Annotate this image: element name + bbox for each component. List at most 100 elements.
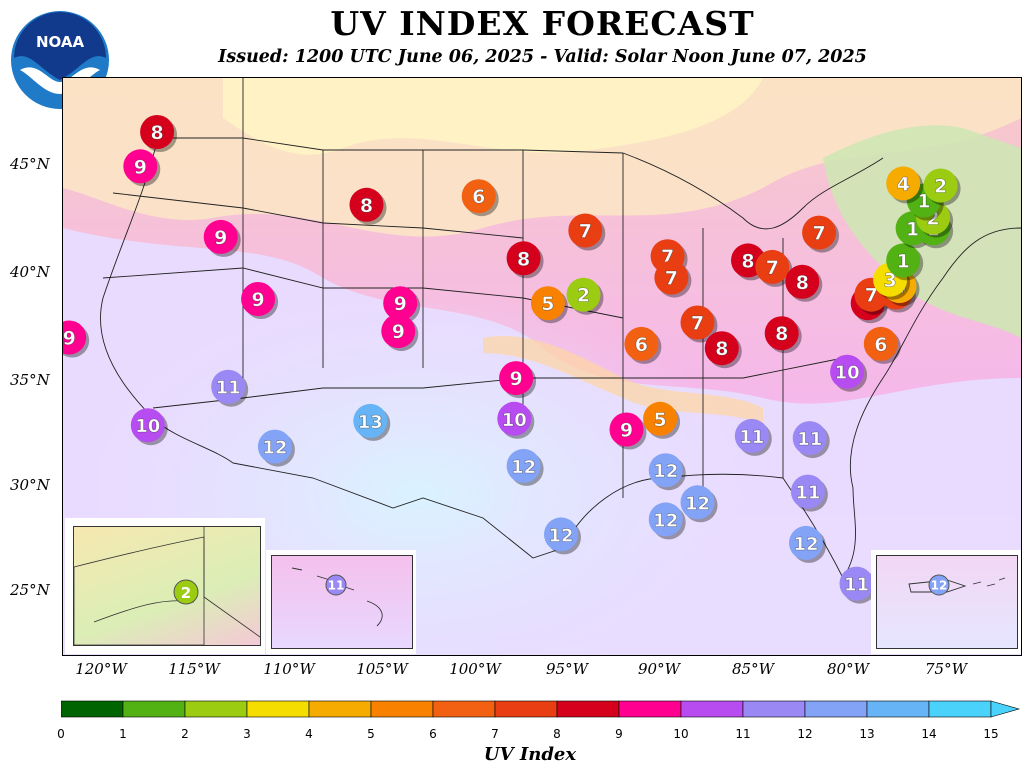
uv-station-marker: 5 bbox=[530, 286, 568, 324]
uv-station-value: 8 bbox=[517, 248, 530, 270]
uv-station-marker: 7 bbox=[568, 213, 606, 251]
colorbar-tick-label: 8 bbox=[553, 727, 561, 741]
uv-station-value: 10 bbox=[835, 363, 860, 384]
uv-station-value: 11 bbox=[216, 378, 241, 399]
uv-station-marker-dot bbox=[790, 474, 825, 509]
uv-station-marker: 9 bbox=[203, 219, 241, 257]
uv-station-value: 4 bbox=[897, 173, 910, 195]
uv-station-marker-dot bbox=[499, 361, 534, 396]
uv-station-marker: 9 bbox=[609, 412, 647, 450]
uv-station-marker-dot bbox=[830, 354, 865, 389]
uv-station-marker-dot bbox=[544, 517, 578, 552]
uv-station-value: 12 bbox=[548, 525, 573, 546]
uv-station-marker: 10 bbox=[830, 354, 868, 392]
uv-station-marker-dot bbox=[789, 525, 823, 560]
uv-station-marker: 8 bbox=[349, 187, 387, 225]
uv-station-marker-dot bbox=[130, 408, 165, 443]
uv-station-marker: 1 bbox=[886, 243, 924, 281]
uv-station-value: 7 bbox=[812, 223, 825, 245]
lat-label-25: 25°N bbox=[10, 581, 50, 599]
uv-station-value: 13 bbox=[358, 412, 383, 433]
uv-station-value: 8 bbox=[150, 122, 163, 144]
colorbar-segment bbox=[432, 700, 496, 718]
hawaii-inset: 11 bbox=[266, 550, 416, 654]
lat-label-45: 45°N bbox=[10, 155, 50, 173]
uv-station-marker-dot bbox=[241, 282, 276, 316]
page-title: UV INDEX FORECAST bbox=[330, 4, 755, 43]
uv-station-marker: 6 bbox=[863, 326, 901, 364]
uv-station-value: 9 bbox=[620, 420, 633, 442]
colorbar-title: UV Index bbox=[483, 744, 577, 765]
uv-station-marker: 13 bbox=[353, 403, 391, 441]
colorbar-tick-label: 13 bbox=[859, 727, 875, 741]
uv-station-marker-dot bbox=[566, 277, 601, 312]
uv-station-value: 2 bbox=[577, 285, 590, 307]
uv-station-marker: 9 bbox=[63, 320, 90, 358]
uv-station-value: 7 bbox=[579, 221, 592, 243]
uv-station-marker-dot bbox=[353, 403, 388, 438]
puerto-rico-inset: 12 bbox=[871, 550, 1021, 654]
hawaii-marker-value: 11 bbox=[328, 579, 345, 593]
lat-label-35: 35°N bbox=[10, 371, 50, 389]
colorbar-tick-label: 7 bbox=[491, 727, 499, 741]
lon-label-100: 100°W bbox=[449, 660, 501, 678]
uv-station-marker-dot bbox=[680, 485, 715, 520]
lon-label-110: 110°W bbox=[263, 660, 315, 678]
colorbar-tick-label: 15 bbox=[983, 727, 999, 741]
lon-label-80: 80°W bbox=[826, 660, 869, 678]
uv-station-value: 7 bbox=[865, 285, 878, 307]
uv-station-marker: 9 bbox=[381, 314, 419, 352]
colorbar-tick-label: 3 bbox=[243, 727, 251, 741]
uv-station-value: 1 bbox=[906, 218, 919, 240]
uv-map: 8 9 9 8 6 9 9 9 9 11 10 12 13 8 5 2 7 9 10 12 12 9 5 6 7 7 7 8 8 7 8 7 8… bbox=[62, 77, 1022, 656]
uv-station-value: 2 bbox=[934, 176, 947, 198]
uv-station-marker: 10 bbox=[130, 408, 168, 446]
colorbar-tick-label: 0 bbox=[57, 727, 65, 741]
uv-station-value: 8 bbox=[741, 250, 754, 272]
uv-station-marker: 11 bbox=[211, 369, 249, 407]
uv-station-marker: 7 bbox=[654, 260, 692, 298]
page-subtitle: Issued: 1200 UTC June 06, 2025 - Valid: … bbox=[218, 47, 867, 67]
uv-station-value: 10 bbox=[135, 416, 160, 437]
uv-station-marker: 7 bbox=[802, 215, 840, 253]
uv-station-marker-dot bbox=[257, 429, 292, 464]
uv-station-value: 9 bbox=[134, 156, 147, 178]
uv-station-marker-dot bbox=[506, 448, 541, 483]
uv-station-marker-dot bbox=[680, 305, 715, 340]
lon-label-85: 85°W bbox=[731, 660, 774, 678]
puerto-rico-marker-value: 12 bbox=[931, 579, 948, 593]
colorbar-segment bbox=[184, 700, 248, 718]
colorbar-tick-label: 10 bbox=[673, 727, 689, 741]
uv-station-marker-dot bbox=[648, 453, 683, 488]
uv-station-value: 12 bbox=[793, 534, 818, 555]
uv-station-marker: 12 bbox=[506, 448, 544, 486]
uv-station-marker-dot bbox=[383, 286, 418, 321]
uv-station-marker: 8 bbox=[140, 115, 178, 152]
alaska-map: 2 bbox=[74, 527, 260, 645]
uv-station-marker-dot bbox=[839, 566, 874, 601]
uv-station-value: 7 bbox=[766, 257, 779, 279]
uv-station-marker: 2 bbox=[923, 168, 961, 206]
uv-station-marker: 8 bbox=[506, 241, 544, 279]
logo-text: NOAA bbox=[36, 33, 85, 51]
uv-station-value: 9 bbox=[63, 328, 76, 350]
uv-station-marker: 8 bbox=[785, 264, 823, 302]
uv-station-marker-dot bbox=[568, 213, 603, 248]
uv-station-marker-dot bbox=[381, 314, 416, 349]
lat-label-40: 40°N bbox=[10, 263, 50, 281]
uv-station-marker-dot bbox=[886, 166, 921, 201]
colorbar-tick-label: 2 bbox=[181, 727, 189, 741]
uv-station-marker: 11 bbox=[734, 418, 772, 456]
colorbar-segment bbox=[866, 700, 930, 718]
uv-station-value: 5 bbox=[653, 409, 666, 431]
uv-station-marker: 12 bbox=[680, 485, 718, 523]
uv-station-marker-dot bbox=[609, 412, 644, 447]
uv-station-marker: 12 bbox=[257, 429, 295, 467]
lon-label-120: 120°W bbox=[75, 660, 127, 678]
noaa-logo: NOAA bbox=[11, 11, 109, 109]
uv-station-value: 8 bbox=[796, 272, 809, 294]
uv-station-marker-dot bbox=[648, 502, 683, 537]
uv-station-marker-dot bbox=[211, 369, 246, 404]
